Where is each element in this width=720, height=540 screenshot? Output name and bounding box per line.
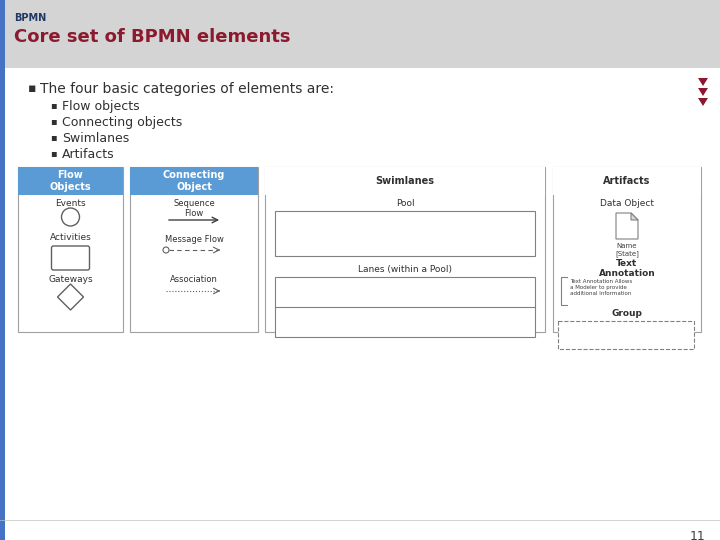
Bar — [0, 0, 5, 540]
Text: ▪: ▪ — [50, 100, 57, 110]
Text: Flow objects: Flow objects — [62, 100, 140, 113]
Polygon shape — [58, 284, 84, 310]
Text: ▪: ▪ — [28, 82, 37, 95]
Text: Connecting
Object: Connecting Object — [163, 170, 225, 192]
Polygon shape — [698, 98, 708, 106]
Bar — [553, 167, 701, 332]
Text: Text Annotation Allows
a Modeler to provide
additional Information: Text Annotation Allows a Modeler to prov… — [570, 279, 632, 295]
Text: ▪: ▪ — [50, 132, 57, 142]
Text: Swimlanes: Swimlanes — [62, 132, 130, 145]
Text: Gateways: Gateways — [48, 275, 93, 284]
Text: Sequence
Flow: Sequence Flow — [173, 199, 215, 218]
Bar — [558, 321, 694, 349]
Bar — [265, 167, 545, 195]
Bar — [130, 167, 258, 195]
Bar — [18, 167, 123, 332]
Text: Flow
Objects: Flow Objects — [50, 170, 91, 192]
Text: Events: Events — [55, 199, 86, 208]
Text: 11: 11 — [689, 530, 705, 540]
Text: Group: Group — [611, 309, 642, 318]
Text: BPMN: BPMN — [14, 13, 46, 23]
Bar — [130, 167, 258, 332]
Text: Core set of BPMN elements: Core set of BPMN elements — [14, 28, 290, 46]
Text: Artifacts: Artifacts — [62, 148, 114, 161]
Bar — [0, 0, 720, 68]
Bar — [18, 167, 123, 195]
Bar — [275, 211, 535, 256]
Bar — [553, 167, 701, 195]
Bar — [265, 167, 545, 332]
Text: ▪: ▪ — [50, 148, 57, 158]
Text: Message Flow: Message Flow — [165, 235, 223, 244]
Text: Swimlanes: Swimlanes — [376, 176, 434, 186]
FancyBboxPatch shape — [52, 246, 89, 270]
Polygon shape — [631, 213, 638, 220]
Polygon shape — [616, 213, 638, 239]
Text: Pool: Pool — [396, 199, 414, 208]
Bar — [0, 68, 720, 540]
Text: Association: Association — [170, 275, 218, 284]
Text: Lanes (within a Pool): Lanes (within a Pool) — [358, 265, 452, 274]
Text: Data Object: Data Object — [600, 199, 654, 208]
Text: Activities: Activities — [50, 233, 91, 242]
Text: Connecting objects: Connecting objects — [62, 116, 182, 129]
Text: ▪: ▪ — [50, 116, 57, 126]
Text: The four basic categories of elements are:: The four basic categories of elements ar… — [40, 82, 334, 96]
Bar — [275, 277, 535, 337]
Polygon shape — [698, 88, 708, 96]
Polygon shape — [698, 78, 708, 86]
Text: Text
Annotation: Text Annotation — [598, 259, 655, 279]
Text: Name
[State]: Name [State] — [615, 243, 639, 256]
Text: Artifacts: Artifacts — [603, 176, 651, 186]
